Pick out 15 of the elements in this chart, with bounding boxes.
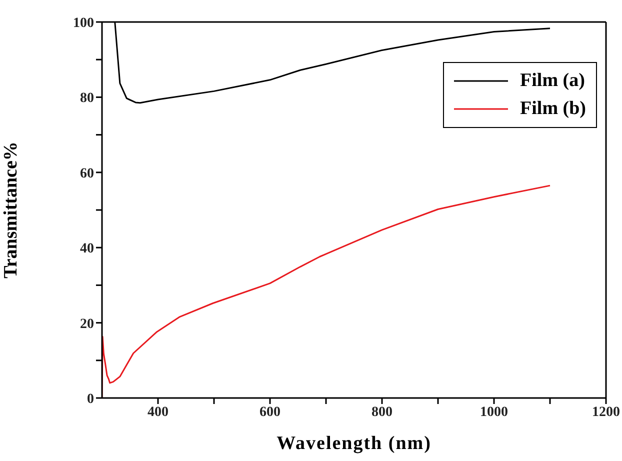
legend-label: Film (a) [520, 70, 585, 92]
x-tick-label: 1000 [480, 404, 508, 420]
x-tick-label: 800 [372, 404, 392, 420]
x-tick-label: 600 [260, 404, 280, 420]
legend-label: Film (b) [520, 98, 586, 120]
y-axis-title: Transmittance% [0, 142, 22, 278]
y-tick-label: 60 [80, 166, 94, 182]
y-tick-label: 100 [73, 16, 94, 31]
x-tick-label: 1200 [592, 404, 620, 420]
y-tick-label: 0 [87, 392, 94, 407]
x-tick-label: 400 [148, 404, 168, 420]
y-tick-label: 40 [80, 242, 94, 257]
x-axis-title: Wavelength (nm) [276, 433, 432, 454]
y-tick-label: 80 [80, 91, 94, 106]
y-tick-label: 20 [80, 316, 94, 332]
